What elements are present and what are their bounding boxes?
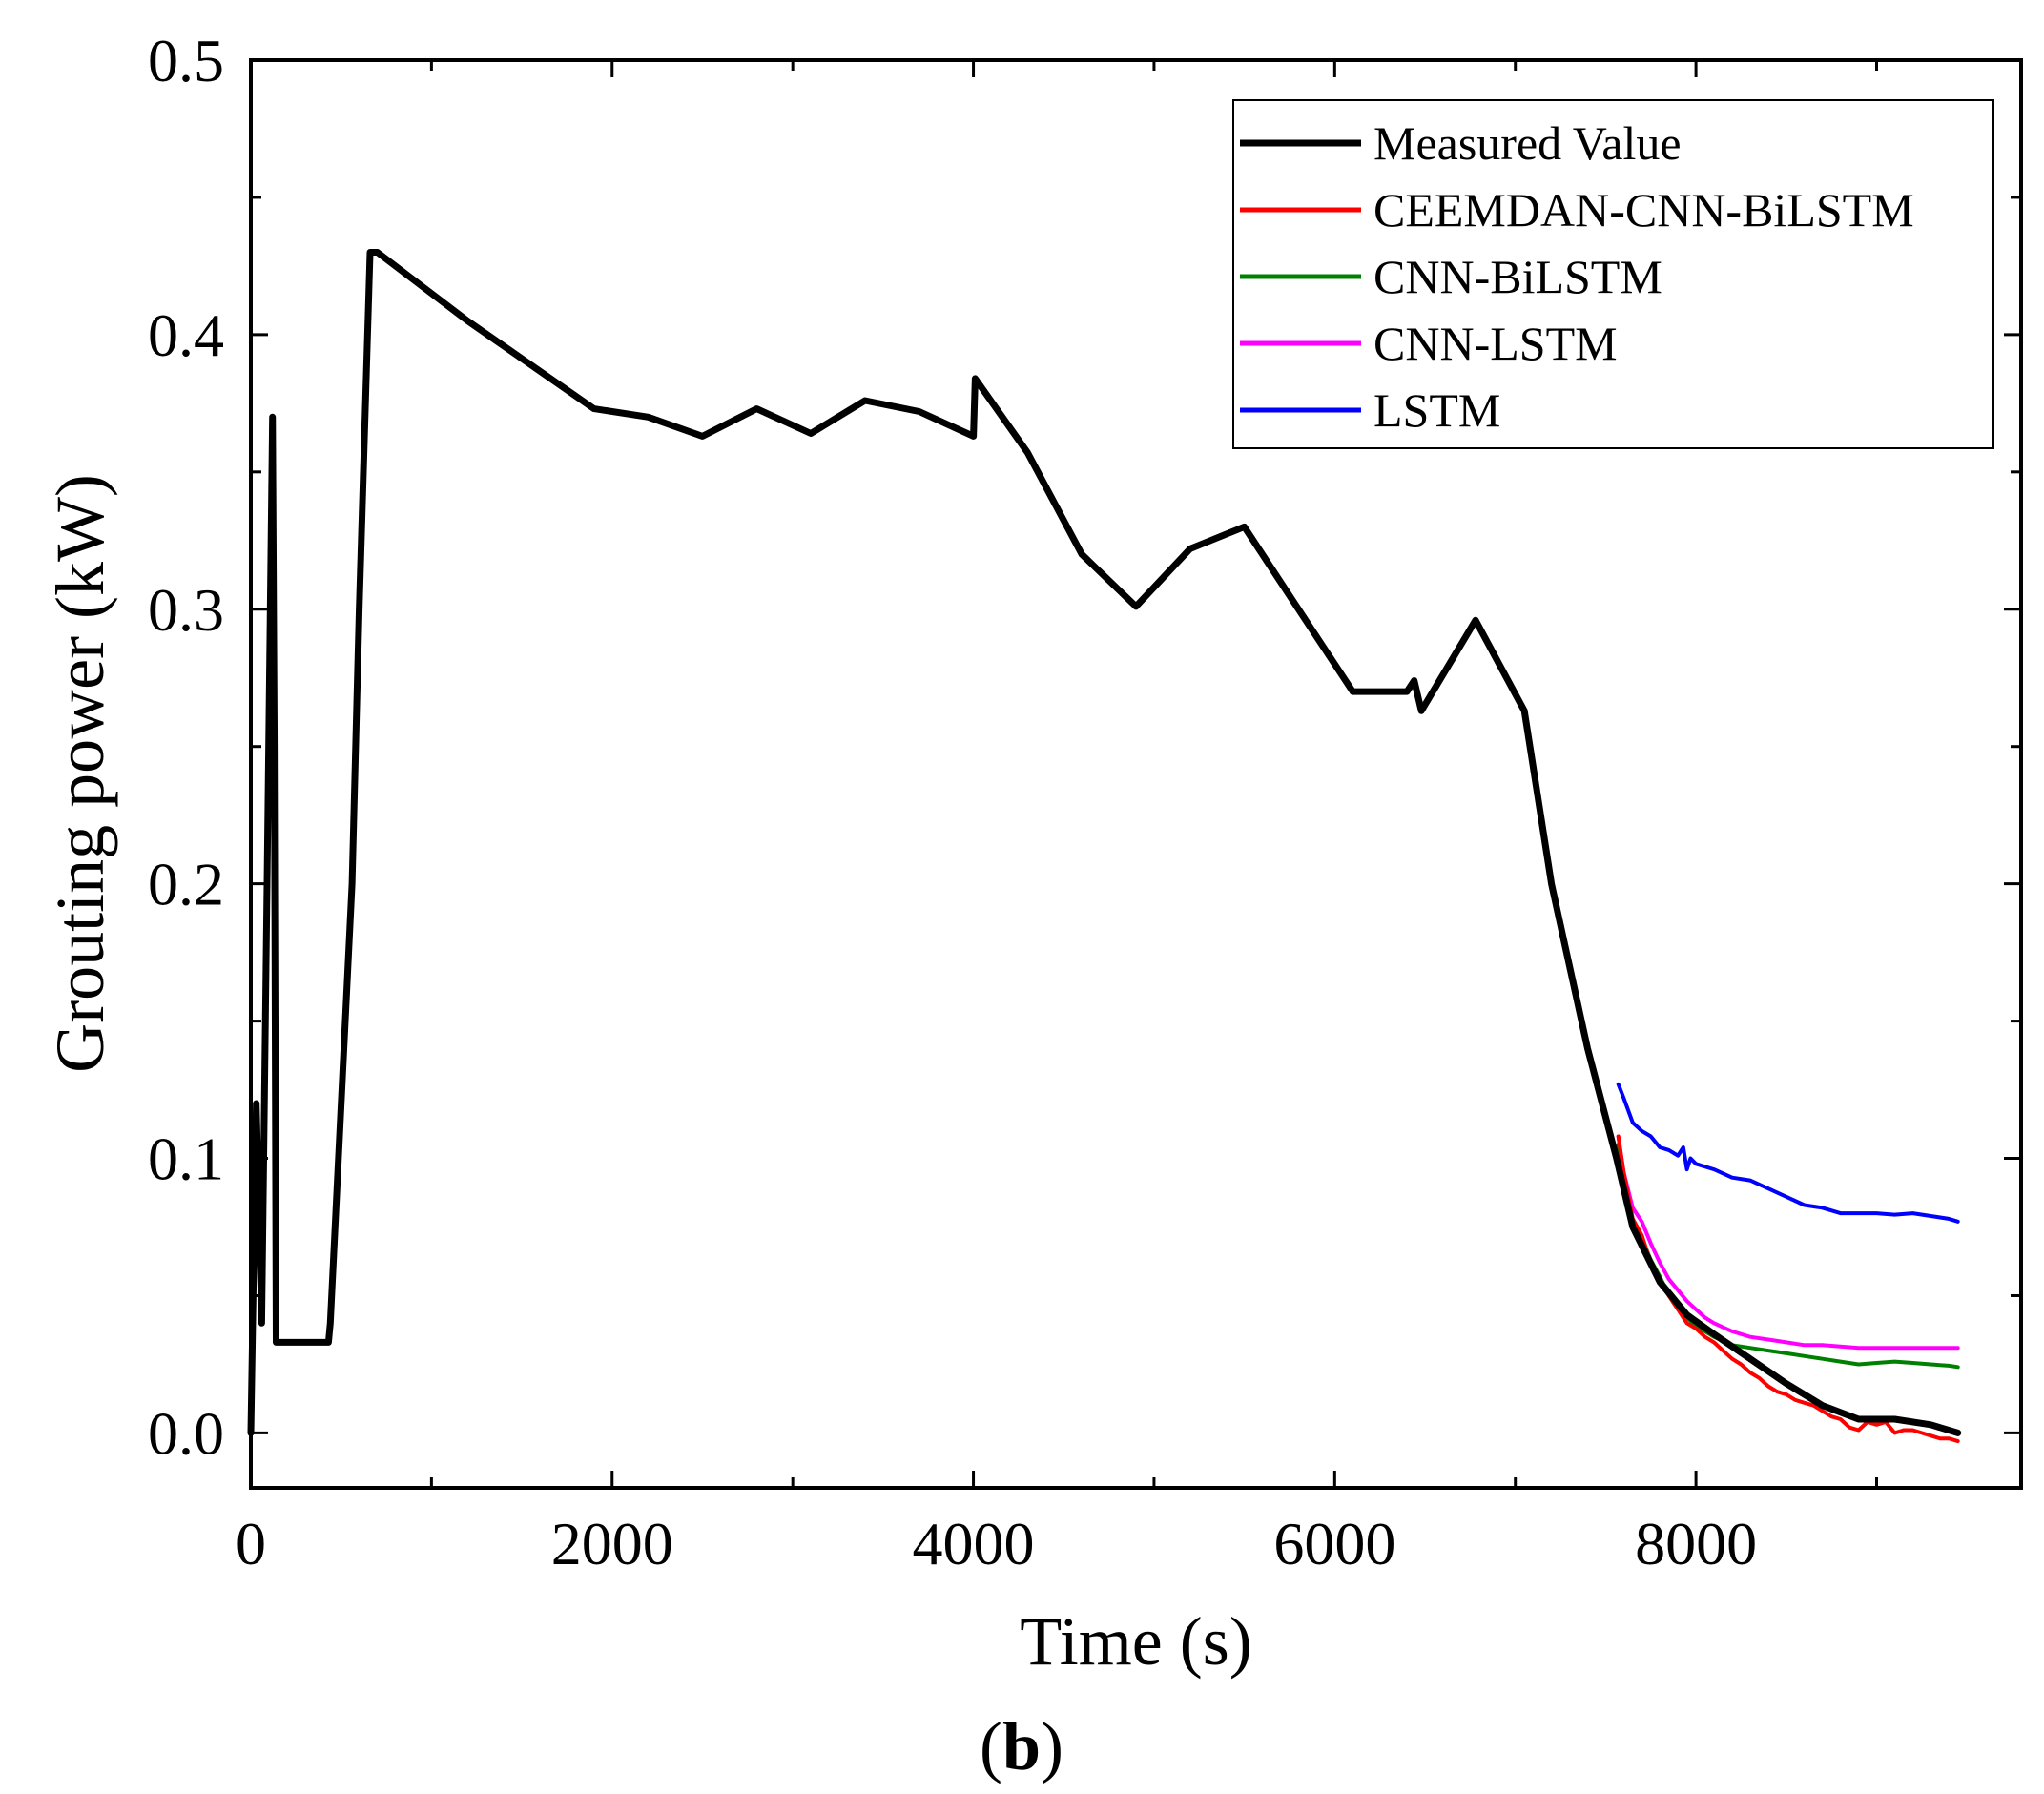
legend-label-cnn-lstm: CNN-LSTM <box>1373 317 1618 370</box>
series-layer <box>247 249 1962 1444</box>
plot-frame <box>249 58 2023 1490</box>
series-line-lstm <box>1616 1082 1960 1224</box>
tick-layer: 0 2000 4000 6000 8000 0.0 0.1 0.2 0.3 0.4 0.5 <box>148 27 2021 1577</box>
y-tick-label: 0.3 <box>148 576 224 644</box>
x-tick-label: 8000 <box>1635 1510 1757 1577</box>
x-tick-label: 2000 <box>551 1510 673 1577</box>
series-line-measured-value <box>247 249 1962 1436</box>
series-line-cnn-bilstm <box>1616 1143 1960 1370</box>
panel-label: (b) <box>980 1708 1063 1784</box>
y-tick-label: 0.0 <box>148 1399 224 1467</box>
x-axis-title: Time (s) <box>1020 1603 1251 1680</box>
legend-label-lstm: LSTM <box>1373 383 1500 437</box>
y-tick-label: 0.4 <box>148 301 224 369</box>
y-tick-label: 0.1 <box>148 1125 224 1193</box>
series-line-cnn-lstm <box>1616 1134 1960 1351</box>
y-axis-title: Grouting power (kW) <box>42 474 118 1073</box>
legend-label-measured-value: Measured Value <box>1373 116 1682 170</box>
y-tick-label: 0.5 <box>148 27 224 94</box>
legend-label-ceemdan-cnn-bilstm: CEEMDAN-CNN-BiLSTM <box>1373 183 1914 237</box>
legend-label-cnn-bilstm: CNN-BiLSTM <box>1373 250 1662 303</box>
x-tick-label: 4000 <box>913 1510 1035 1577</box>
x-tick-label: 0 <box>236 1510 266 1577</box>
legend: Measured Value CEEMDAN-CNN-BiLSTM CNN-BiLS… <box>1232 99 1994 449</box>
y-tick-label: 0.2 <box>148 851 224 918</box>
x-tick-label: 6000 <box>1273 1510 1395 1577</box>
